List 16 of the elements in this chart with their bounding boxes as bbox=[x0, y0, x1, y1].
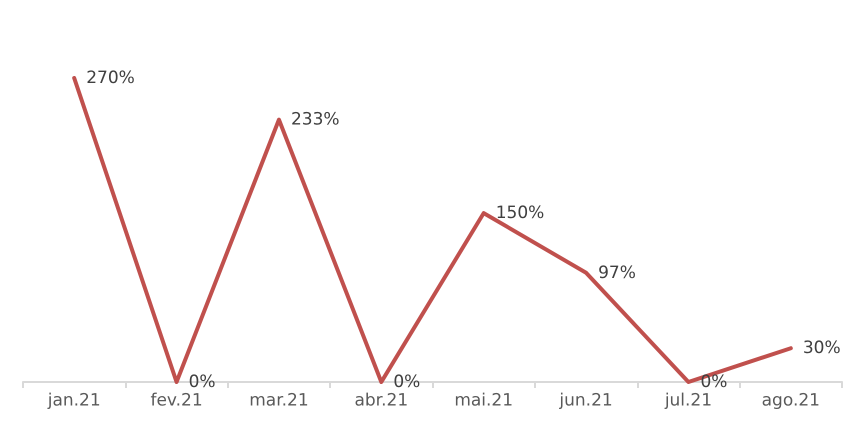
x-tick-label: jun.21 bbox=[558, 390, 613, 410]
data-label: 0% bbox=[188, 372, 216, 392]
x-tick-label: jan.21 bbox=[46, 390, 101, 410]
x-tick-label: mai.21 bbox=[454, 390, 514, 410]
data-label: 30% bbox=[802, 338, 841, 358]
x-tick-label: ago.21 bbox=[762, 390, 820, 410]
data-label: 97% bbox=[598, 262, 636, 283]
x-tick-label: mar.21 bbox=[249, 390, 309, 410]
data-label: 233% bbox=[290, 110, 340, 130]
data-label: 0% bbox=[393, 372, 420, 392]
data-label: 270% bbox=[86, 68, 135, 88]
data-label: 150% bbox=[496, 203, 544, 224]
x-tick-label: jul.21 bbox=[664, 390, 712, 410]
data-label: 0% bbox=[700, 372, 728, 392]
x-tick-label: fev.21 bbox=[150, 390, 203, 410]
x-tick-label: abr.21 bbox=[354, 390, 408, 410]
